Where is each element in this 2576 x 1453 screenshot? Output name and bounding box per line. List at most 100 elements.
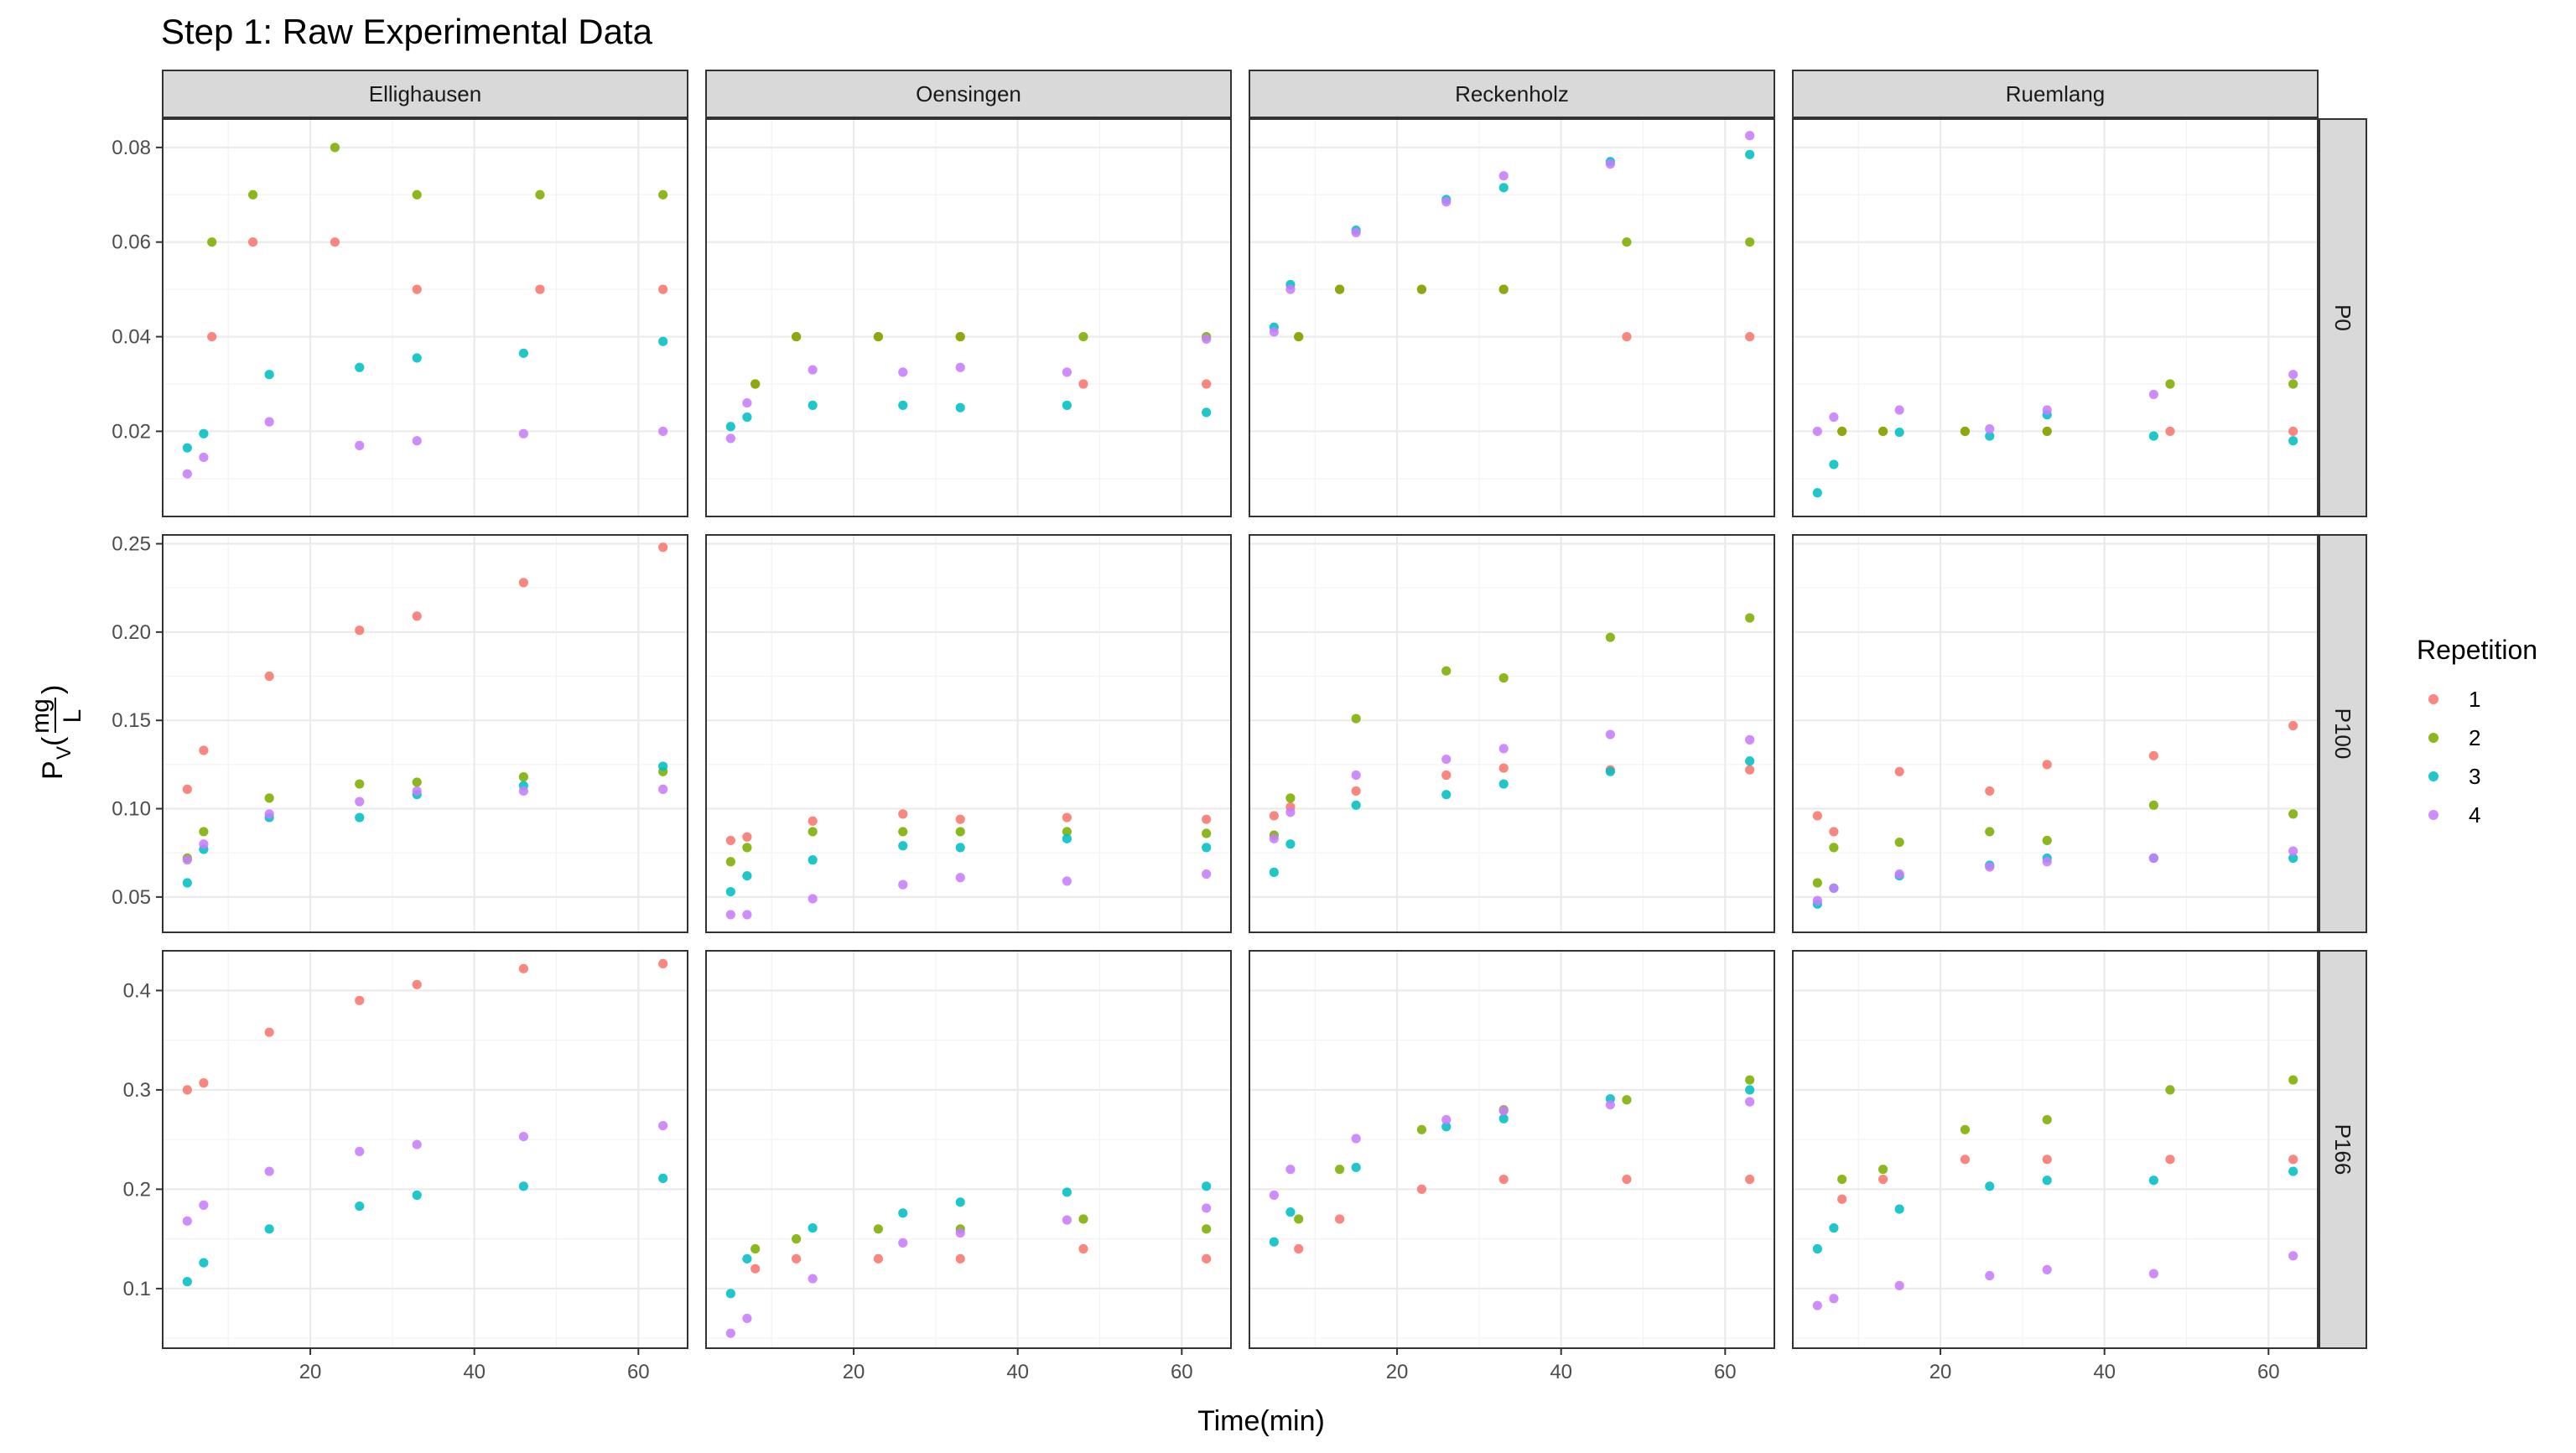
data-point-repetition-2	[247, 189, 258, 200]
data-point-repetition-3	[742, 1253, 752, 1264]
strip-background	[1249, 70, 1775, 118]
data-point-repetition-4	[1829, 1294, 1839, 1304]
data-point-repetition-4	[658, 426, 668, 437]
panel-p100-oensingen	[705, 534, 1232, 933]
data-point-repetition-4	[1351, 770, 1361, 781]
data-point-repetition-3	[1285, 1207, 1296, 1217]
x-tick-label: 60	[2257, 1361, 2280, 1383]
data-point-repetition-2	[1334, 284, 1345, 294]
data-point-repetition-4	[355, 440, 365, 450]
data-point-repetition-1	[658, 542, 668, 553]
data-point-repetition-1	[2148, 750, 2158, 760]
strip-label-oensingen: Oensingen	[916, 81, 1021, 106]
data-point-repetition-3	[1745, 149, 1755, 159]
data-point-repetition-2	[1877, 426, 1888, 437]
data-point-repetition-3	[1745, 1085, 1755, 1095]
data-point-repetition-1	[1416, 1184, 1427, 1194]
data-point-repetition-2	[791, 1234, 802, 1244]
data-point-repetition-2	[330, 143, 340, 153]
data-point-repetition-4	[808, 894, 818, 904]
data-point-repetition-1	[2165, 1155, 2175, 1165]
data-point-repetition-2	[2165, 1085, 2175, 1095]
data-point-repetition-3	[182, 1277, 192, 1287]
x-tick-label: 40	[2093, 1361, 2116, 1383]
legend-item-1: 1	[2428, 687, 2480, 712]
data-point-repetition-2	[1441, 666, 1452, 676]
data-point-repetition-4	[412, 436, 422, 446]
data-point-repetition-3	[1985, 1181, 1995, 1191]
data-point-repetition-4	[1202, 1203, 1212, 1213]
data-point-repetition-2	[1285, 793, 1296, 803]
strip-ellighausen: Ellighausen	[162, 70, 688, 118]
data-point-repetition-3	[658, 336, 668, 346]
data-point-repetition-2	[1745, 1075, 1755, 1085]
data-point-repetition-2	[1960, 1124, 1971, 1134]
data-point-repetition-3	[199, 1258, 209, 1268]
data-point-repetition-2	[808, 827, 818, 837]
data-point-repetition-4	[2042, 857, 2052, 867]
data-point-repetition-3	[725, 1289, 735, 1299]
data-point-repetition-4	[1202, 334, 1212, 344]
data-point-repetition-2	[1745, 237, 1755, 247]
data-point-repetition-1	[2042, 1155, 2052, 1165]
data-point-repetition-4	[2148, 1269, 2158, 1279]
data-point-repetition-2	[873, 331, 884, 342]
y-tick-label: 0.04	[112, 326, 151, 349]
data-point-repetition-1	[1837, 1194, 1847, 1204]
data-point-repetition-2	[1622, 1095, 1632, 1105]
data-point-repetition-1	[199, 745, 209, 755]
data-point-repetition-4	[518, 786, 528, 797]
data-point-repetition-4	[725, 910, 735, 920]
data-point-repetition-3	[2148, 1175, 2158, 1186]
data-point-repetition-4	[808, 365, 818, 375]
y-axis-title: P V ( mg L )	[27, 685, 86, 780]
data-point-repetition-1	[412, 284, 422, 294]
data-point-repetition-4	[1812, 895, 1822, 906]
data-point-repetition-3	[412, 353, 422, 363]
data-point-repetition-2	[207, 237, 217, 247]
data-point-repetition-3	[1812, 488, 1822, 498]
data-point-repetition-1	[658, 958, 668, 969]
data-point-repetition-4	[518, 1131, 528, 1142]
data-point-repetition-1	[182, 1085, 192, 1095]
y-tick-label: 0.3	[123, 1079, 151, 1102]
data-point-repetition-1	[873, 1253, 884, 1264]
legend-label-1: 1	[2469, 687, 2480, 712]
data-point-repetition-3	[2288, 436, 2298, 446]
data-point-repetition-2	[898, 827, 908, 837]
data-point-repetition-1	[1960, 1155, 1971, 1165]
data-point-repetition-2	[518, 772, 528, 782]
y-tick-label: 0.15	[112, 709, 151, 732]
strip-p0: P0	[2319, 118, 2367, 517]
panel-p166-ruemlang: 20 40 60	[1792, 950, 2319, 1383]
data-point-repetition-1	[330, 237, 340, 247]
data-point-repetition-1	[2042, 760, 2052, 770]
data-point-repetition-4	[182, 1216, 192, 1226]
strip-label-ellighausen: Ellighausen	[369, 81, 481, 106]
data-point-repetition-1	[1622, 331, 1632, 342]
data-point-repetition-3	[1498, 183, 1509, 193]
strip-ruemlang: Ruemlang	[1792, 70, 2319, 118]
data-point-repetition-1	[1498, 1174, 1509, 1185]
data-point-repetition-3	[1745, 756, 1755, 766]
data-point-repetition-1	[247, 237, 258, 247]
data-point-repetition-3	[1829, 1223, 1839, 1233]
data-point-repetition-3	[355, 812, 365, 823]
data-point-repetition-2	[725, 857, 735, 867]
strip-reckenholz: Reckenholz	[1249, 70, 1775, 118]
data-point-repetition-4	[1498, 744, 1509, 754]
data-point-repetition-2	[750, 379, 761, 389]
data-point-repetition-1	[207, 331, 217, 342]
data-point-repetition-3	[2042, 1175, 2052, 1186]
strip-background	[2319, 534, 2367, 933]
legend-key-repetition-4	[2428, 810, 2438, 820]
panel-border	[162, 118, 688, 517]
data-point-repetition-4	[199, 1200, 209, 1210]
data-point-repetition-4	[1745, 734, 1755, 745]
data-point-repetition-3	[658, 1173, 668, 1183]
data-point-repetition-4	[1812, 426, 1822, 437]
data-point-repetition-2	[2042, 426, 2052, 437]
data-point-repetition-4	[2288, 1251, 2298, 1261]
data-point-repetition-1	[355, 995, 365, 1005]
data-point-repetition-1	[412, 611, 422, 621]
